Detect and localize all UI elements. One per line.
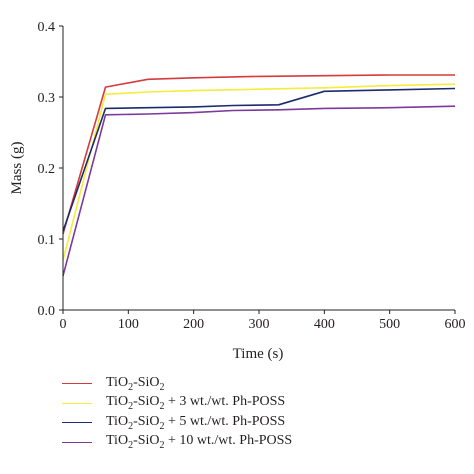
legend-item-3: TiO2-SiO2 + 5 wt./wt. Ph-POSS xyxy=(62,413,292,433)
legend-swatch xyxy=(62,402,92,404)
legend-label: TiO2-SiO2 + 5 wt./wt. Ph-POSS xyxy=(106,413,286,432)
axes: 0 100 200 300 400 500 600 0.0 0.1 0.2 0.3 0.4 xyxy=(38,20,466,332)
y-tick-label: 0.1 xyxy=(38,233,56,248)
y-axis-title: Mass (g) xyxy=(9,142,25,195)
x-tick-label: 200 xyxy=(183,317,204,332)
x-tick-label: 0 xyxy=(60,317,67,332)
legend-swatch xyxy=(62,422,92,424)
y-tick-label: 0.2 xyxy=(38,162,56,177)
y-tick-label: 0.3 xyxy=(38,91,56,106)
series-line-3 xyxy=(62,87,456,232)
series-line-2 xyxy=(62,83,456,261)
x-tick-label: 400 xyxy=(314,317,335,332)
legend-item-2: TiO2-SiO2 + 3 wt./wt. Ph-POSS xyxy=(62,394,292,414)
x-tick-label: 100 xyxy=(118,317,139,332)
legend-swatch xyxy=(62,383,92,385)
x-tick-label: 500 xyxy=(379,317,400,332)
plot-series xyxy=(62,74,456,277)
legend: TiO2-SiO2 TiO2-SiO2 + 3 wt./wt. Ph-POSS Ti… xyxy=(62,374,292,452)
legend-item-4: TiO2-SiO2 + 10 wt./wt. Ph-POSS xyxy=(62,433,292,453)
x-tick-label: 600 xyxy=(445,317,466,332)
y-tick-label: 0.0 xyxy=(38,304,56,319)
series-line-4 xyxy=(62,105,456,277)
legend-label: TiO2-SiO2 + 10 wt./wt. Ph-POSS xyxy=(106,433,293,452)
y-tick-label: 0.4 xyxy=(38,20,56,35)
legend-item-1: TiO2-SiO2 xyxy=(62,374,292,394)
legend-label: TiO2-SiO2 + 3 wt./wt. Ph-POSS xyxy=(106,394,286,413)
x-tick-label: 300 xyxy=(249,317,270,332)
series-line-1 xyxy=(62,74,455,235)
x-axis-title: Time (s) xyxy=(233,346,284,362)
legend-label: TiO2-SiO2 xyxy=(106,374,165,393)
legend-swatch xyxy=(62,441,92,443)
